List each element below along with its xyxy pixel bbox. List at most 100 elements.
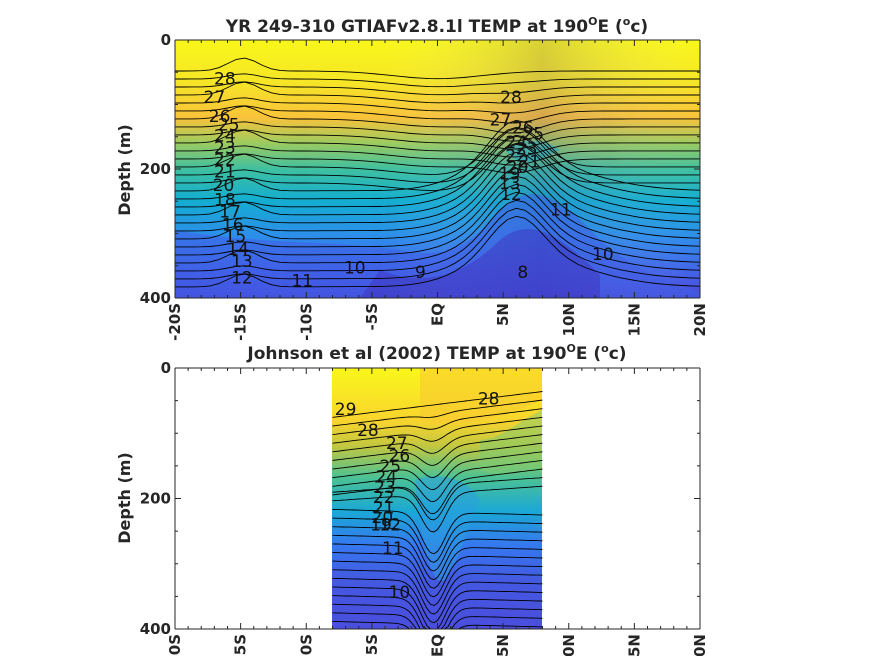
- contour-label: 25: [522, 125, 544, 145]
- contour-label: 19: [370, 516, 392, 536]
- x-tick-label: 20N: [691, 303, 709, 336]
- y-tick-label: 200: [140, 160, 171, 178]
- contour-label: 25: [218, 115, 240, 135]
- x-tick-label: -20S: [166, 634, 184, 656]
- contour-label: 10: [389, 583, 411, 603]
- contour-label: 26: [389, 446, 411, 466]
- contour-label: 12: [379, 516, 401, 536]
- isotherm-line: [175, 134, 700, 183]
- contour-label: 16: [222, 215, 244, 235]
- isotherm-line: [332, 552, 543, 598]
- x-tick-label: EQ: [429, 303, 447, 326]
- x-tick-label: 10N: [560, 634, 578, 656]
- x-tick-label: 5N: [494, 634, 512, 656]
- contour-label: 28: [478, 390, 500, 410]
- x-tick-label: -20S: [166, 303, 184, 341]
- x-tick-label: -5S: [363, 634, 381, 656]
- contour-label: 26: [512, 119, 534, 139]
- x-tick-label: 10N: [560, 303, 578, 336]
- contour-label: 28: [500, 88, 522, 108]
- contour-label: 12: [231, 268, 253, 288]
- contour-label: 28: [214, 70, 236, 90]
- x-tick-label: 15N: [625, 634, 643, 656]
- isotherm-line: [175, 57, 700, 80]
- isotherm-line: [332, 485, 543, 533]
- contour-label: 22: [373, 488, 395, 508]
- bottom-y-axis-label: Depth (m): [115, 452, 134, 544]
- contour-label: 22: [214, 150, 236, 170]
- contour-label: 24: [505, 133, 527, 153]
- isotherm-line: [332, 459, 543, 503]
- x-tick-label: -10S: [297, 634, 315, 656]
- contour-label: 11: [291, 272, 313, 292]
- contour-label: 22: [505, 146, 527, 166]
- isotherm-line: [175, 129, 700, 150]
- contour-label: 27: [204, 88, 226, 108]
- isotherm-line: [332, 416, 543, 444]
- x-tick-label: -15S: [232, 303, 250, 341]
- isotherm-line: [175, 119, 701, 192]
- isotherm-line: [332, 434, 543, 466]
- contour-label: 13: [231, 252, 253, 272]
- top-ticks: -20S -15S -10S -5S EQ 5N 10N 15N 20N 0 200 400: [140, 31, 709, 341]
- y-tick-label: 0: [161, 359, 171, 377]
- contour-label: 23: [374, 478, 396, 498]
- isotherm-line: [175, 81, 700, 96]
- top-panel: YR 249-310 GTIAFv2.8.1l TEMP at 190OE (o…: [115, 15, 709, 341]
- isotherm-line: [175, 143, 701, 216]
- top-y-axis-label: Depth (m): [115, 124, 134, 216]
- top-heatmap-field: [175, 40, 700, 298]
- y-tick-label: 0: [161, 31, 171, 49]
- isotherm-line: [174, 81, 700, 104]
- x-tick-label: 20N: [691, 634, 709, 656]
- isotherm-line: [175, 191, 701, 264]
- isotherm-line: [332, 526, 543, 572]
- y-tick-label: 400: [140, 289, 171, 307]
- isotherm-line: [175, 97, 700, 114]
- isotherm-line: [332, 425, 543, 454]
- isotherm-line: [175, 175, 701, 248]
- isotherm-line: [175, 73, 700, 88]
- contour-label: 25: [379, 457, 401, 477]
- contour-label: 19: [499, 165, 521, 185]
- contour-label: 10: [344, 259, 366, 279]
- isotherm-line: [332, 442, 543, 478]
- isotherm-line: [175, 129, 700, 158]
- contour-label: 27: [386, 434, 408, 454]
- isotherm-line: [332, 560, 543, 606]
- isotherm-line: [175, 135, 701, 208]
- x-tick-label: -5S: [363, 303, 381, 330]
- isotherm-line: [332, 569, 543, 615]
- x-tick-label: -15S: [232, 634, 250, 656]
- isotherm-line: [332, 391, 543, 418]
- contour-label: 26: [209, 107, 231, 127]
- contour-label: 23: [214, 139, 236, 159]
- contour-label: 24: [375, 467, 397, 487]
- x-tick-label: 5N: [494, 303, 512, 326]
- isotherm-line: [332, 534, 543, 581]
- y-tick-label: 200: [140, 490, 171, 508]
- contour-label: 12: [500, 185, 522, 205]
- contour-label: 20: [372, 508, 394, 528]
- isotherm-line: [332, 517, 543, 563]
- isotherm-line: [175, 207, 701, 280]
- bottom-panel-title: Johnson et al (2002) TEMP at 190OE (oc): [246, 342, 626, 364]
- bottom-contour-lines: [332, 391, 543, 630]
- isotherm-line: [175, 167, 701, 240]
- isotherm-line: [332, 408, 543, 436]
- contour-label: 29: [335, 400, 357, 420]
- isotherm-line: [175, 151, 701, 224]
- contour-label: 13: [499, 174, 521, 194]
- isotherm-line: [332, 509, 543, 555]
- isotherm-line: [332, 468, 543, 515]
- isotherm-line: [175, 127, 701, 200]
- isotherm-line: [175, 121, 700, 142]
- isotherm-line: [332, 577, 543, 624]
- isotherm-line: [175, 126, 700, 175]
- isotherm-line: [175, 215, 701, 288]
- isotherm-line: [175, 153, 700, 174]
- contour-label: 28: [357, 421, 379, 441]
